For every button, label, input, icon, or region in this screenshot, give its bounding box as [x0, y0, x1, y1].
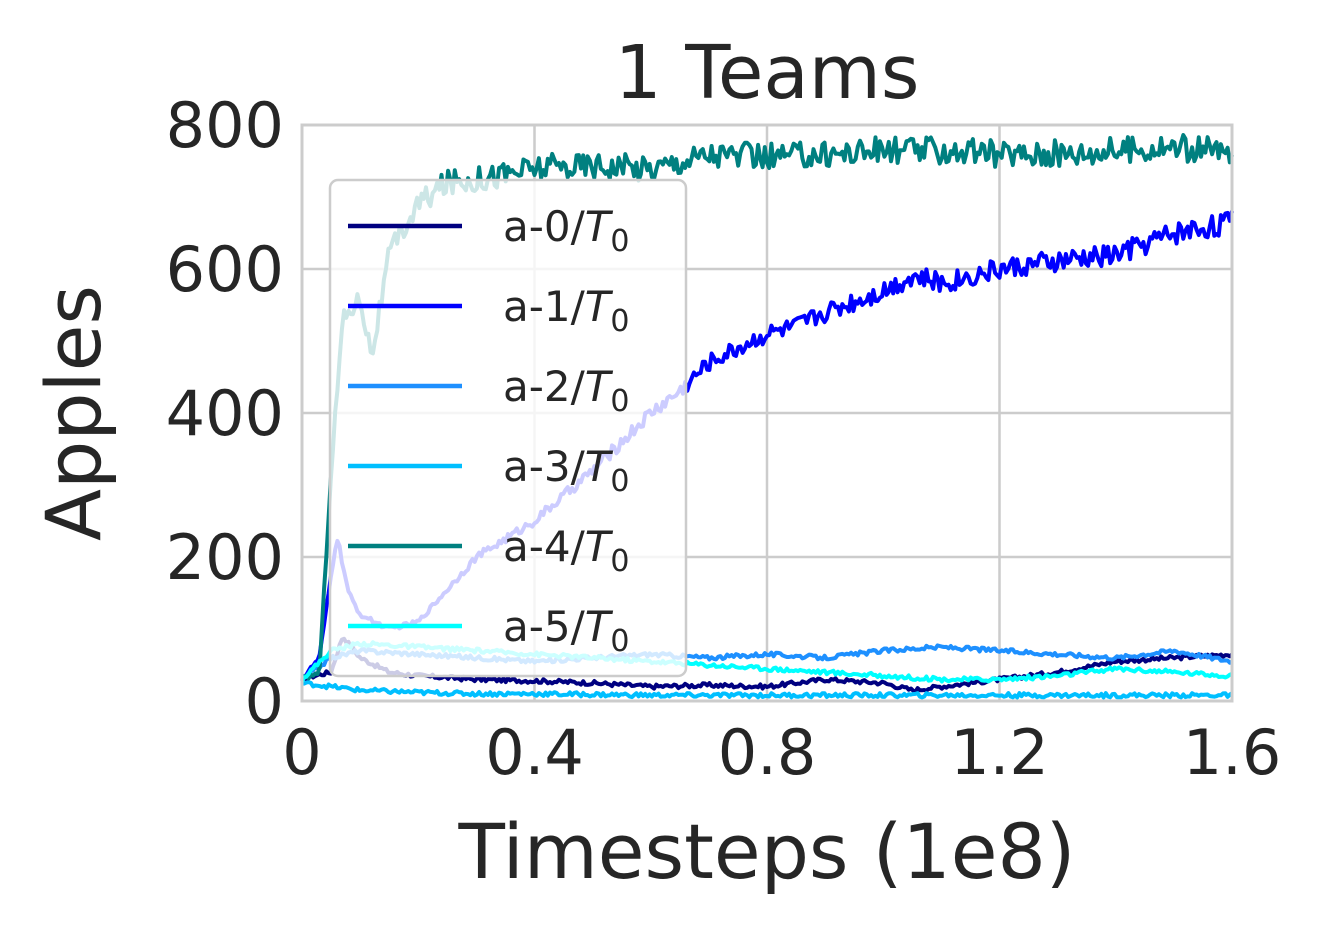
y-tick-label: 600 — [166, 233, 284, 306]
series-line-0 — [301, 636, 1234, 694]
y-ticks: 0 200 400 600 800 — [166, 89, 284, 738]
legend: a-0/T0 a-1/T0 a-2/T0 a-3/T0 a-4/T0 a-5/T0 — [328, 178, 688, 678]
x-axis-label: Timesteps (1e8) — [458, 807, 1076, 896]
x-tick-label: 0.8 — [718, 716, 817, 789]
x-ticks: 0 0.4 0.8 1.2 1.6 — [282, 716, 1281, 789]
legend-label: a-2/T0 — [503, 362, 630, 419]
legend-label: a-0/T0 — [503, 202, 630, 259]
x-tick-label: 1.2 — [950, 716, 1049, 789]
y-tick-label: 400 — [166, 377, 284, 450]
legend-label: a-1/T0 — [503, 282, 630, 339]
legend-label: a-3/T0 — [503, 442, 630, 499]
legend-label: a-5/T0 — [503, 602, 630, 659]
plot-frame — [300, 123, 1234, 703]
series-line-3 — [301, 680, 1234, 700]
x-tick-label: 0 — [282, 716, 321, 789]
y-tick-label: 0 — [245, 665, 284, 738]
legend-label: a-4/T0 — [503, 522, 630, 579]
chart-title: 1 Teams — [615, 30, 920, 116]
x-tick-label: 0.4 — [485, 716, 584, 789]
y-axis-label: Apples — [29, 285, 118, 541]
x-tick-label: 1.6 — [1183, 716, 1282, 789]
y-tick-label: 200 — [166, 521, 284, 594]
y-tick-label: 800 — [166, 89, 284, 162]
